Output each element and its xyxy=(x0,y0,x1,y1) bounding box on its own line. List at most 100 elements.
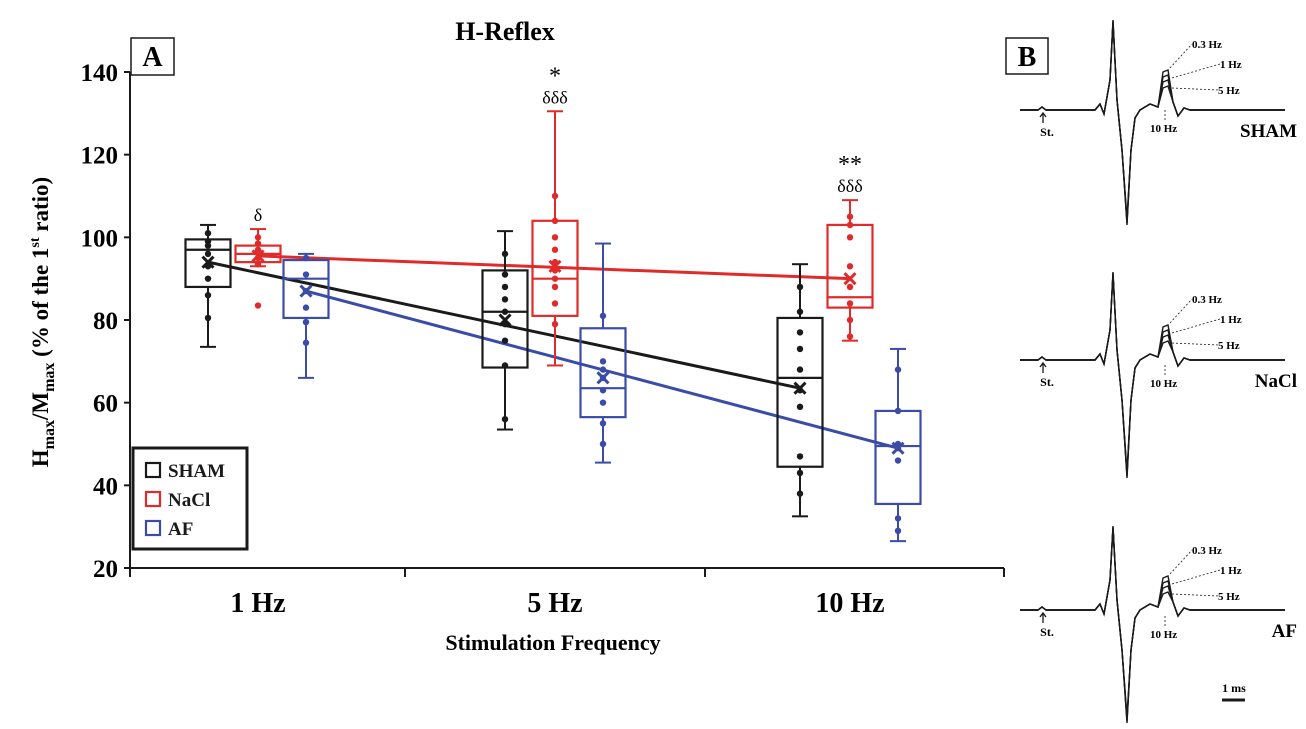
legend-label-af: AF xyxy=(168,519,193,540)
significance-star: ** xyxy=(838,152,862,178)
mean-marker xyxy=(548,259,562,273)
freq-label: 0.3 Hz xyxy=(1192,39,1222,51)
box-nacl-5hz xyxy=(531,110,579,367)
data-point xyxy=(302,339,310,346)
data-point xyxy=(302,304,310,311)
freq-leader xyxy=(1169,43,1193,69)
x-tick-label: 10 Hz xyxy=(815,588,884,619)
legend-frame xyxy=(131,446,249,551)
data-point xyxy=(894,457,902,464)
legend-swatch-sham xyxy=(144,461,162,479)
data-point xyxy=(501,308,509,315)
data-point xyxy=(796,308,804,315)
data-point xyxy=(254,261,262,268)
panel-b: B St. 0.3 Hz 1 Hz 5 Hz 10 Hz SHAM St. 0.3 Hz 1 H… xyxy=(1005,19,1297,724)
data-point xyxy=(551,192,559,200)
stim-label: St. xyxy=(1040,125,1054,139)
data-point xyxy=(551,300,559,307)
box-iqr xyxy=(776,316,824,468)
mean-marker xyxy=(251,249,265,263)
data-point xyxy=(796,345,804,353)
y-tick-label: 60 xyxy=(93,391,118,418)
data-point xyxy=(551,283,559,291)
data-point xyxy=(894,407,902,415)
stim-label: St. xyxy=(1040,625,1054,639)
data-point xyxy=(599,366,607,373)
freq-label: 0.3 Hz xyxy=(1192,294,1222,306)
freq-label: 0.3 Hz xyxy=(1192,545,1222,557)
data-point xyxy=(302,254,310,262)
freq-leader xyxy=(1171,87,1219,91)
box-af-5hz xyxy=(579,242,627,464)
stim-arrow xyxy=(1039,111,1047,123)
box-nacl-10hz xyxy=(826,199,874,342)
panel-b-label: B xyxy=(1018,42,1037,73)
y-ticks: 20 40 60 80 100 120 140 xyxy=(81,60,130,583)
data-point xyxy=(204,314,212,322)
data-point xyxy=(599,420,607,427)
freq-label: 1 Hz xyxy=(1220,314,1242,326)
significance-delta: δ xyxy=(254,205,262,225)
mean-marker xyxy=(843,272,857,286)
y-axis-label: Hmax/Mmax (% of the 1st ratio) xyxy=(28,177,58,467)
data-point xyxy=(501,271,509,278)
panel-a: A H-Reflex Hmax/Mmax (% of the 1st ratio… xyxy=(28,17,1005,655)
freq-label: 10 Hz xyxy=(1150,123,1177,135)
data-point xyxy=(796,329,804,336)
data-point xyxy=(846,221,854,229)
panel-a-label: A xyxy=(142,42,163,73)
data-point xyxy=(254,240,262,247)
legend-items: SHAM NaCl AF xyxy=(144,461,225,540)
data-point xyxy=(302,271,310,278)
data-point xyxy=(846,316,854,324)
freq-leader xyxy=(1169,549,1193,575)
data-point xyxy=(846,300,854,307)
mean-marker xyxy=(596,371,610,385)
mean-marker xyxy=(201,255,215,269)
freq-label: 1 Hz xyxy=(1220,565,1242,577)
freq-leader xyxy=(1169,298,1193,324)
legend-swatch-nacl xyxy=(144,490,162,508)
legend-swatch-af xyxy=(144,519,162,537)
freq-label: 5 Hz xyxy=(1218,340,1240,352)
data-point xyxy=(254,234,262,241)
box-sham-1hz xyxy=(184,223,232,348)
significance-delta: δδδ xyxy=(542,87,567,107)
legend-label-sham: SHAM xyxy=(168,461,225,482)
data-point xyxy=(796,366,804,373)
mean-marker xyxy=(891,441,905,455)
panel-b-label-box xyxy=(1005,37,1049,75)
data-point xyxy=(204,275,212,282)
data-point xyxy=(551,275,559,282)
data-point xyxy=(501,283,509,291)
trace-nacl: St. 0.3 Hz 1 Hz 5 Hz 10 Hz NaCl xyxy=(1020,271,1297,479)
freq-leader xyxy=(1171,342,1219,346)
data-point xyxy=(501,416,509,423)
legend-label-nacl: NaCl xyxy=(168,490,210,511)
data-point xyxy=(846,333,854,340)
data-point xyxy=(302,318,310,326)
data-point xyxy=(204,230,212,237)
chart-title: H-Reflex xyxy=(455,17,555,46)
stim-arrow xyxy=(1039,361,1047,373)
x-axis-label: Stimulation Frequency xyxy=(445,630,660,655)
significance-delta: δδδ xyxy=(837,176,862,196)
data-point xyxy=(254,246,262,253)
stim-label: St. xyxy=(1040,375,1054,389)
data-point xyxy=(846,213,854,220)
data-point xyxy=(501,337,509,344)
data-point xyxy=(501,250,509,258)
panel-a-label-box xyxy=(130,37,175,76)
data-point xyxy=(796,403,804,410)
freq-label: 10 Hz xyxy=(1150,629,1177,641)
group-label: NaCl xyxy=(1255,371,1297,392)
trace-line xyxy=(1020,271,1285,479)
data-point xyxy=(894,527,902,534)
data-point xyxy=(254,302,262,309)
data-point xyxy=(551,217,559,224)
y-tick-label: 40 xyxy=(93,473,118,500)
box-af-10hz xyxy=(874,347,922,543)
significance-star: * xyxy=(549,63,561,89)
data-point xyxy=(599,358,607,365)
